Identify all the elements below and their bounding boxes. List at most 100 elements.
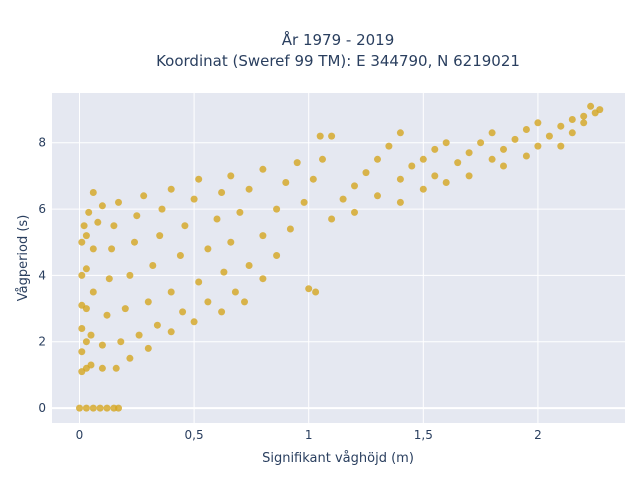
data-point — [144, 298, 152, 306]
x-axis-label: Signifikant våghöjd (m) — [262, 451, 414, 466]
data-point — [204, 298, 212, 306]
data-point — [231, 288, 239, 296]
x-axis-ticks: 0 0,5 1 1,5 2 — [76, 428, 542, 442]
data-point — [78, 238, 86, 246]
data-point — [82, 404, 90, 412]
data-point — [126, 271, 134, 279]
data-point — [94, 218, 102, 226]
data-point — [227, 238, 235, 246]
x-tick-label: 0,5 — [185, 428, 204, 442]
data-point — [500, 162, 507, 170]
data-point — [534, 142, 542, 150]
data-point — [80, 222, 88, 230]
data-point — [103, 311, 111, 319]
data-point — [108, 245, 116, 253]
y-axis-label: Vågperiod (s) — [16, 215, 31, 302]
data-point — [89, 288, 97, 296]
data-point — [190, 318, 198, 326]
data-point — [179, 308, 187, 316]
chart-title-line2: Koordinat (Sweref 99 TM): E 344790, N 62… — [156, 52, 520, 70]
data-point — [112, 364, 120, 372]
data-point — [431, 172, 439, 180]
data-point — [500, 145, 507, 153]
data-point — [236, 208, 244, 216]
data-point — [596, 106, 604, 114]
data-point — [131, 238, 138, 246]
data-point — [115, 404, 122, 412]
x-tick-label: 2 — [534, 428, 542, 442]
data-point — [488, 155, 496, 163]
data-point — [442, 139, 450, 147]
data-point — [488, 129, 496, 137]
data-point — [103, 404, 111, 412]
data-point — [465, 149, 473, 157]
data-point — [89, 245, 97, 253]
grid-lines — [52, 93, 625, 423]
data-point — [442, 179, 450, 186]
data-point — [78, 271, 86, 279]
data-point — [167, 185, 175, 193]
data-point — [522, 152, 530, 160]
data-point — [241, 298, 248, 306]
data-point — [117, 338, 125, 346]
plot-area — [52, 93, 625, 423]
data-point — [158, 205, 166, 213]
chart-title-line1: År 1979 - 2019 — [282, 30, 395, 49]
data-points — [76, 102, 604, 412]
data-point — [121, 305, 129, 313]
data-point — [465, 172, 473, 180]
data-point — [580, 119, 588, 127]
data-point — [362, 169, 370, 177]
data-point — [98, 364, 106, 372]
y-axis-ticks: 0 2 4 6 8 — [38, 136, 46, 415]
data-point — [419, 155, 427, 163]
data-point — [85, 208, 93, 216]
data-point — [133, 212, 141, 220]
data-point — [259, 275, 267, 283]
data-point — [587, 102, 595, 110]
data-point — [167, 328, 175, 336]
data-point — [78, 348, 86, 356]
data-point — [396, 175, 404, 183]
data-point — [105, 275, 113, 283]
data-point — [580, 112, 588, 120]
data-point — [181, 222, 189, 230]
data-point — [87, 331, 95, 339]
data-point — [82, 265, 90, 273]
data-point — [305, 285, 313, 293]
data-point — [98, 202, 106, 210]
data-point — [312, 288, 320, 296]
data-point — [82, 338, 90, 346]
data-point — [309, 175, 317, 183]
data-point — [328, 132, 336, 140]
data-point — [144, 344, 152, 352]
x-tick-label: 1 — [305, 428, 313, 442]
data-point — [431, 145, 439, 153]
data-point — [351, 208, 358, 216]
data-point — [153, 321, 161, 329]
data-point — [557, 122, 565, 130]
y-tick-label: 2 — [38, 335, 46, 349]
y-tick-label: 6 — [38, 202, 46, 216]
data-point — [454, 159, 462, 167]
data-point — [218, 308, 226, 316]
data-point — [286, 225, 294, 233]
data-point — [374, 155, 381, 163]
data-point — [328, 215, 336, 223]
x-tick-label: 0 — [76, 428, 84, 442]
data-point — [167, 288, 175, 296]
data-point — [319, 155, 326, 163]
data-point — [259, 165, 267, 173]
data-point — [245, 185, 253, 193]
data-point — [545, 132, 553, 140]
data-point — [82, 305, 90, 313]
data-point — [87, 361, 95, 369]
data-point — [96, 404, 104, 412]
data-point — [220, 268, 228, 276]
data-point — [176, 252, 184, 259]
data-point — [408, 162, 416, 170]
data-point — [89, 189, 97, 196]
data-point — [568, 116, 576, 123]
data-point — [115, 198, 122, 206]
data-point — [140, 192, 148, 200]
